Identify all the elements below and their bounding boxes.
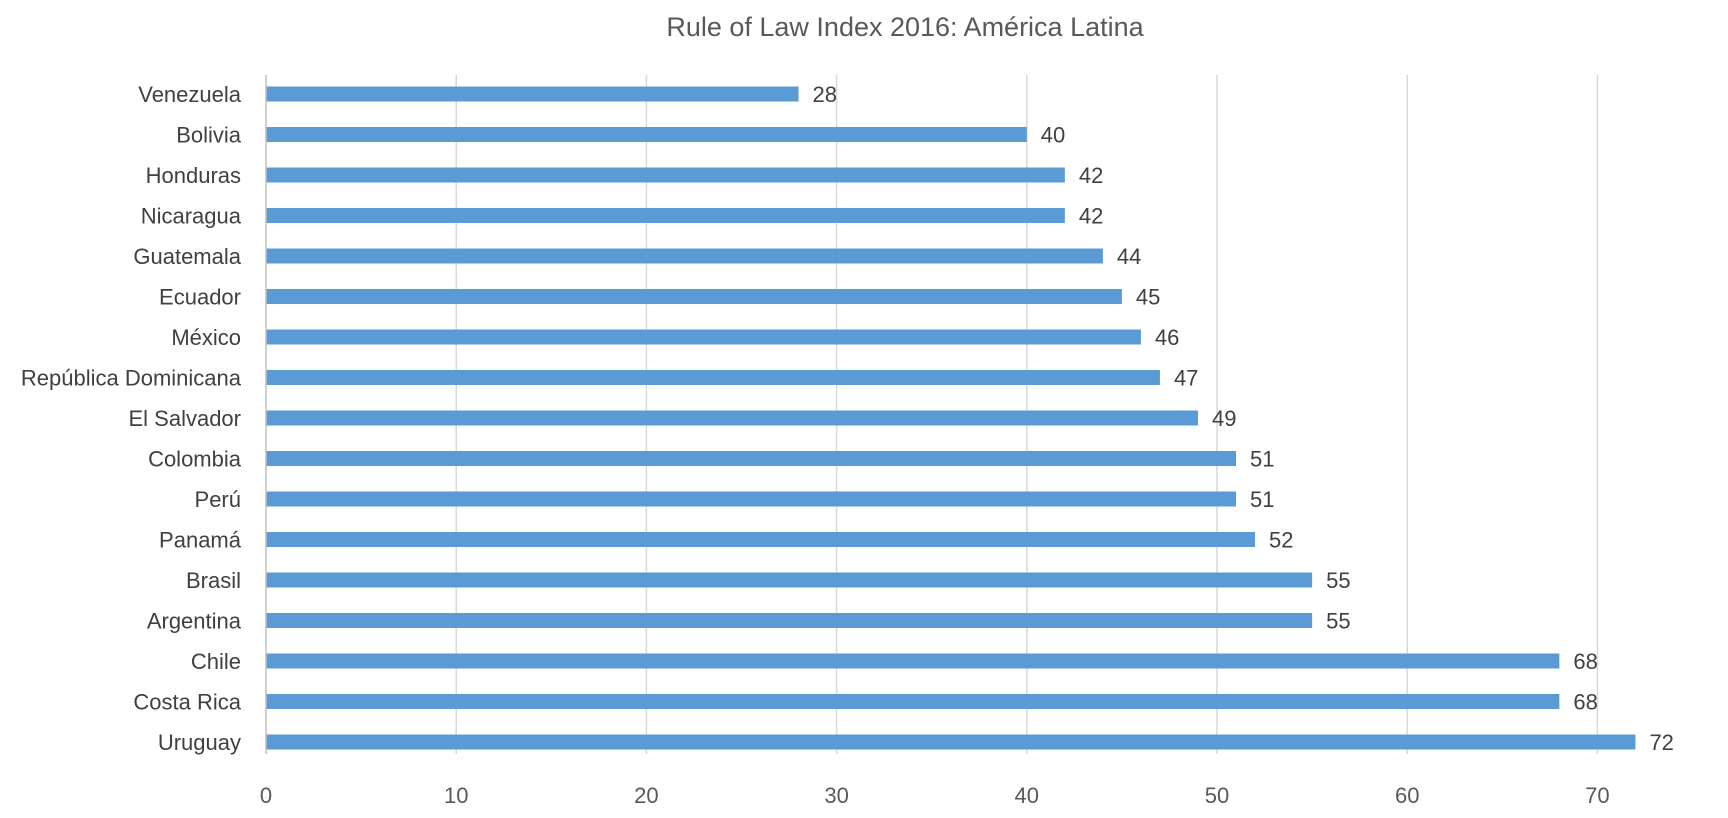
category-label: Argentina bbox=[147, 609, 242, 634]
x-tick-label: 0 bbox=[260, 783, 272, 808]
data-label: 45 bbox=[1136, 285, 1160, 310]
bar bbox=[266, 491, 1237, 507]
data-label: 72 bbox=[1649, 730, 1673, 755]
category-label: Venezuela bbox=[138, 82, 242, 107]
category-label: Nicaragua bbox=[141, 204, 242, 229]
category-label: Colombia bbox=[148, 447, 242, 472]
bar bbox=[266, 451, 1237, 466]
bar bbox=[266, 613, 1313, 628]
bar bbox=[266, 248, 1103, 264]
bar bbox=[266, 208, 1065, 223]
data-label: 42 bbox=[1079, 163, 1103, 188]
x-tick-label: 60 bbox=[1395, 783, 1419, 808]
data-label: 52 bbox=[1269, 528, 1293, 553]
x-tick-label: 30 bbox=[824, 783, 848, 808]
x-tick-label: 10 bbox=[444, 783, 468, 808]
data-label: 42 bbox=[1079, 204, 1103, 229]
category-label: República Dominicana bbox=[21, 366, 242, 391]
category-label: México bbox=[171, 325, 241, 350]
x-tick-label: 40 bbox=[1015, 783, 1039, 808]
chart-title: Rule of Law Index 2016: América Latina bbox=[666, 12, 1144, 42]
bar bbox=[266, 532, 1256, 547]
axes: 0 10 20 30 40 50 60 70 Venezuela Bolivia Honduras N… bbox=[21, 75, 1610, 808]
category-label: Chile bbox=[191, 649, 241, 674]
data-label: 55 bbox=[1326, 568, 1350, 593]
data-label: 55 bbox=[1326, 609, 1350, 634]
data-label: 40 bbox=[1041, 123, 1065, 148]
bars: 28 40 42 42 44 45 46 47 49 51 51 52 55 55 68 68 72 bbox=[266, 82, 1674, 755]
bar bbox=[266, 289, 1122, 304]
data-label: 51 bbox=[1250, 447, 1274, 472]
bar bbox=[266, 572, 1313, 588]
category-label: Brasil bbox=[186, 568, 241, 593]
data-label: 68 bbox=[1573, 649, 1597, 674]
data-label: 46 bbox=[1155, 325, 1179, 350]
category-label: Perú bbox=[195, 487, 241, 512]
category-label: Ecuador bbox=[159, 285, 241, 310]
category-label: Costa Rica bbox=[133, 690, 241, 715]
category-label: Uruguay bbox=[158, 730, 241, 755]
data-label: 44 bbox=[1117, 244, 1141, 269]
bar bbox=[266, 653, 1560, 669]
bar bbox=[266, 734, 1636, 750]
data-label: 51 bbox=[1250, 487, 1274, 512]
bar bbox=[266, 167, 1065, 183]
category-label: Panamá bbox=[159, 528, 242, 553]
bar bbox=[266, 86, 799, 102]
x-tick-label: 70 bbox=[1585, 783, 1609, 808]
category-label: Honduras bbox=[146, 163, 241, 188]
category-label: Bolivia bbox=[176, 123, 242, 148]
bar bbox=[266, 329, 1141, 345]
bar bbox=[266, 127, 1027, 142]
data-label: 47 bbox=[1174, 366, 1198, 391]
x-tick-label: 20 bbox=[634, 783, 658, 808]
data-label: 49 bbox=[1212, 406, 1236, 431]
x-tick-label: 50 bbox=[1205, 783, 1229, 808]
category-label: El Salvador bbox=[128, 406, 241, 431]
bar bbox=[266, 694, 1560, 709]
bar bbox=[266, 410, 1198, 426]
data-label: 68 bbox=[1573, 690, 1597, 715]
category-label: Guatemala bbox=[133, 244, 241, 269]
bar bbox=[266, 370, 1160, 385]
data-label: 28 bbox=[813, 82, 837, 107]
